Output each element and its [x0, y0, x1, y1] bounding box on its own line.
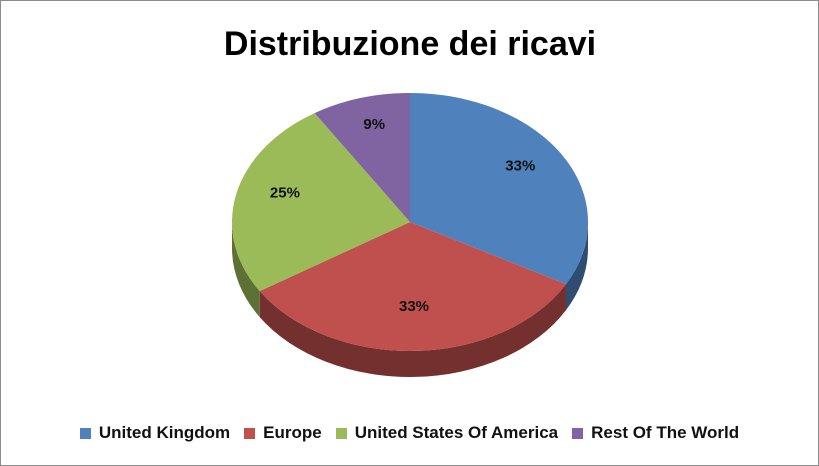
slice-side [232, 222, 260, 318]
legend-swatch [335, 427, 347, 439]
slice-side [565, 222, 588, 311]
legend-item: Rest Of The World [572, 423, 739, 443]
legend-item: Europe [244, 423, 322, 443]
slice [259, 222, 566, 351]
chart-title: Distribuzione dei ricavi [224, 25, 596, 63]
slice [410, 93, 588, 285]
legend-label: Europe [263, 423, 322, 442]
legend: United Kingdom Europe United States Of Ame… [1, 423, 818, 443]
legend-label: United States Of America [354, 423, 559, 442]
slice [314, 93, 410, 222]
chart-area: Distribuzione dei ricavi 33% 33% 25% 9% [224, 25, 596, 377]
legend-swatch [244, 427, 256, 439]
legend-label: Rest Of The World [591, 423, 740, 442]
legend-item: United Kingdom [79, 423, 231, 443]
slice-side [259, 284, 566, 377]
data-label: 33% [399, 298, 429, 315]
data-label: 9% [363, 116, 385, 133]
legend-item: United States Of America [335, 423, 559, 443]
slice [232, 113, 410, 292]
legend-swatch [572, 427, 584, 439]
legend-label: United Kingdom [98, 423, 231, 442]
data-label: 25% [270, 185, 300, 202]
legend-swatch [79, 427, 91, 439]
data-label: 33% [505, 158, 535, 175]
